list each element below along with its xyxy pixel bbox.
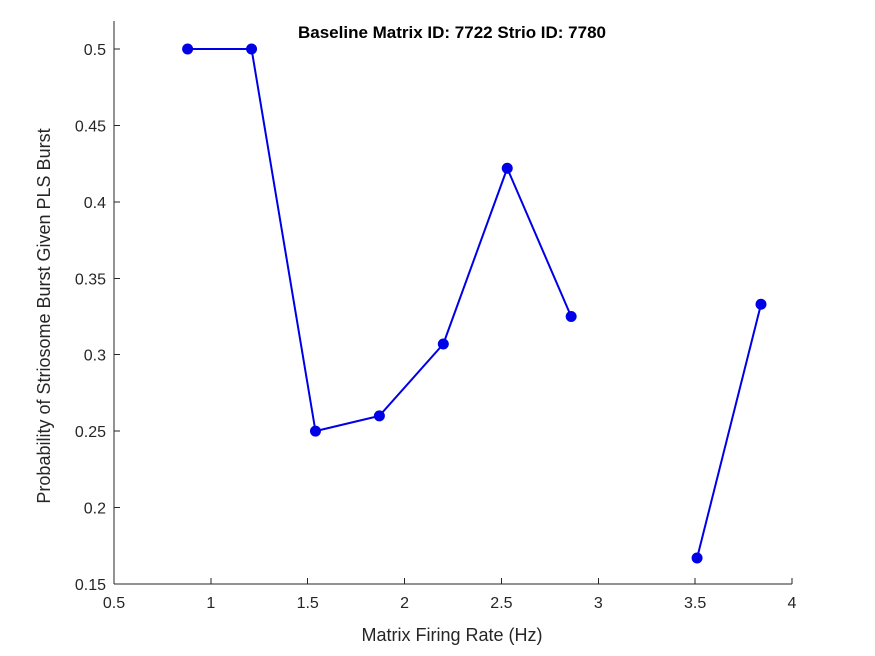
x-axis-label: Matrix Firing Rate (Hz): [361, 625, 542, 645]
y-tick-label: 0.35: [75, 271, 106, 288]
y-tick-label: 0.2: [84, 501, 106, 518]
y-tick-label: 0.15: [75, 577, 106, 594]
x-tick-label: 3.5: [684, 595, 706, 612]
y-tick-label: 0.4: [84, 195, 106, 212]
y-tick-label: 0.25: [75, 424, 106, 441]
plot-area: 0.5 1 1.5 2 2.5 3 3.5 4 0.15 0.2 0.25 0.3 0.35 0.4 0.4…: [75, 21, 797, 612]
chart-title: Baseline Matrix ID: 7722 Strio ID: 7780: [298, 23, 606, 42]
data-point: [309, 425, 321, 437]
y-tick-label: 0.5: [84, 42, 106, 59]
y-tick-label: 0.45: [75, 118, 106, 135]
data-point: [373, 410, 385, 422]
y-tick-label: 0.3: [84, 348, 106, 365]
series-line: [187, 48, 573, 433]
data-point: [501, 162, 513, 174]
x-tick-label: 2.5: [490, 595, 512, 612]
y-axis-label: Probability of Striosome Burst Given PLS…: [34, 128, 54, 503]
data-point: [691, 552, 703, 564]
x-tick-label: 1: [206, 595, 215, 612]
x-tick-label: 3: [594, 595, 603, 612]
x-tick-label: 1.5: [297, 595, 319, 612]
data-point: [437, 338, 449, 350]
x-tick-label: 4: [788, 595, 797, 612]
series-line: [696, 304, 762, 559]
data-point: [246, 43, 258, 55]
data-point: [565, 311, 577, 322]
x-tick-label: 0.5: [103, 595, 125, 612]
data-point: [182, 43, 194, 55]
data-point: [755, 298, 767, 310]
x-tick-label: 2: [400, 595, 409, 612]
